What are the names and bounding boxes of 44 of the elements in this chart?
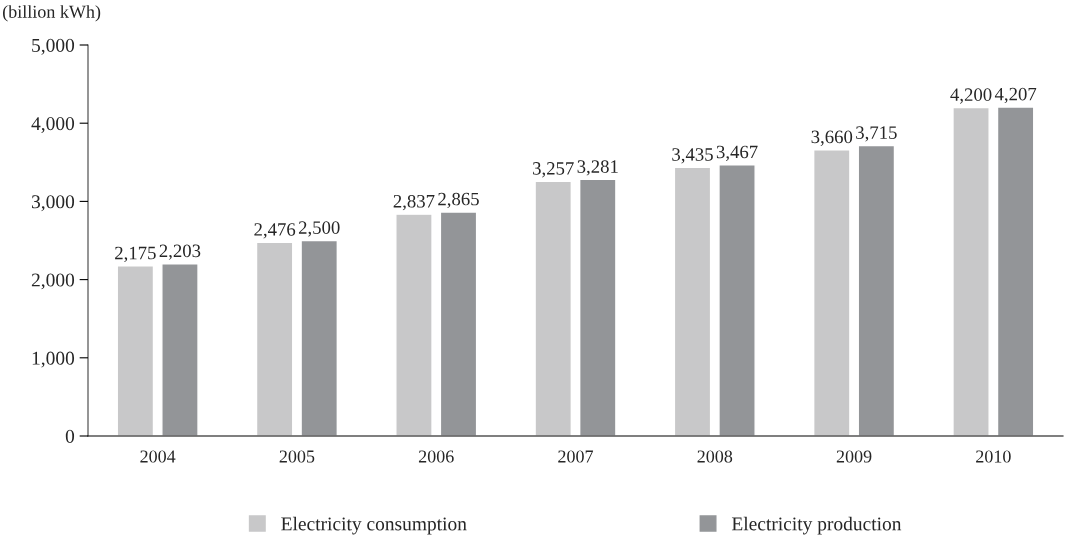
- bar: [952, 106, 990, 436]
- data-label: 3,660: [811, 130, 853, 146]
- bar: [395, 213, 433, 436]
- data-label: 3,715: [856, 126, 897, 142]
- legend-label: Electricity consumption: [281, 516, 467, 535]
- bar: [718, 164, 756, 436]
- y-tick-label: 1,000: [32, 351, 75, 368]
- data-label: 2,175: [115, 246, 156, 263]
- data-label: 2,476: [254, 223, 296, 239]
- bar: [439, 211, 478, 436]
- bar: [255, 241, 294, 436]
- x-tick-label: 2006: [418, 450, 454, 463]
- y-tick-label: 3,000: [31, 195, 75, 212]
- x-tick-label: 2009: [836, 450, 872, 463]
- data-label: 2,500: [298, 221, 340, 237]
- data-label: 2,203: [159, 244, 201, 260]
- x-tick-label: 2008: [697, 450, 733, 463]
- data-label: 4,207: [994, 87, 1037, 104]
- data-label: 3,281: [577, 160, 618, 176]
- x-tick-label: 2005: [279, 450, 315, 463]
- bar: [300, 239, 339, 436]
- bar: [673, 166, 712, 436]
- data-label: 2,837: [393, 194, 435, 211]
- bar: [116, 265, 155, 436]
- y-axis-title: (billion kWh): [2, 5, 101, 22]
- y-tick-label: 0: [65, 429, 75, 443]
- x-tick-label: 2004: [140, 450, 176, 463]
- x-tick-label: 2007: [558, 450, 594, 463]
- y-tick-label: 2,000: [31, 273, 75, 290]
- data-label: 2,865: [438, 192, 479, 209]
- data-label: 3,467: [716, 145, 758, 161]
- data-label: 4,200: [950, 88, 992, 104]
- bar: [161, 263, 199, 436]
- data-label: 3,435: [672, 148, 713, 164]
- bar: [996, 106, 1035, 436]
- bar: [812, 149, 851, 436]
- bar: [857, 144, 896, 436]
- data-label: 3,257: [533, 162, 574, 178]
- bar: [534, 180, 573, 436]
- y-tick-label: 4,000: [31, 117, 75, 133]
- bar: [578, 178, 617, 436]
- x-tick-label: 2010: [976, 450, 1011, 463]
- legend-label: Electricity production: [731, 516, 902, 535]
- y-tick-label: 5,000: [32, 38, 75, 55]
